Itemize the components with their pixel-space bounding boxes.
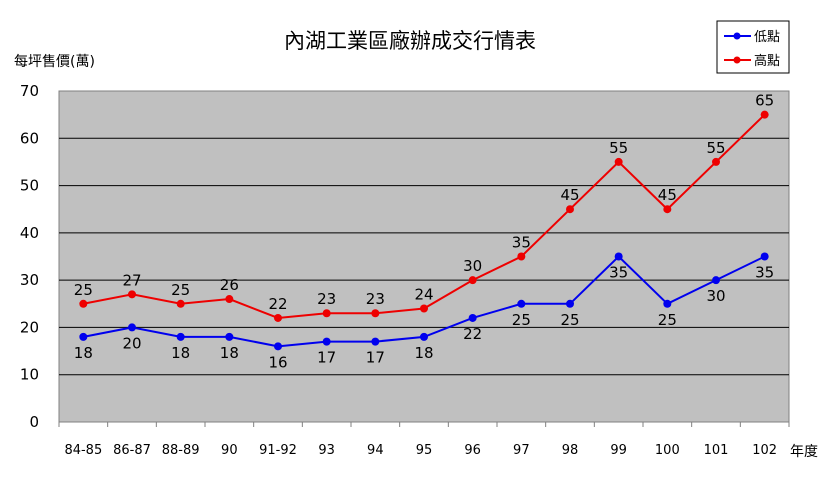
- x-tick-label: 94: [367, 443, 384, 458]
- data-label: 35: [512, 234, 531, 252]
- x-tick-label: 88-89: [162, 443, 200, 458]
- x-axis-title: 年度: [790, 444, 818, 460]
- plot-area: [58, 90, 790, 423]
- data-label: 45: [560, 186, 579, 204]
- legend-box: [716, 20, 790, 74]
- x-tick-label: 99: [610, 443, 627, 458]
- data-point: [468, 313, 477, 322]
- x-tick-label: 96: [464, 443, 481, 458]
- x-tick-label: 86-87: [113, 443, 151, 458]
- data-point: [322, 309, 331, 318]
- series-group: 18 20 18 18 16 17 17 18 22 25 25 35 25 30 35 25 27 25 26 22…: [74, 92, 774, 372]
- data-label: 18: [220, 344, 239, 362]
- data-point: [128, 290, 136, 299]
- x-tick-label: 100: [655, 443, 680, 458]
- data-label: 55: [706, 139, 725, 157]
- data-point: [712, 157, 720, 166]
- data-label: 45: [658, 186, 677, 204]
- data-point: [176, 299, 185, 308]
- x-tick-label: 95: [416, 443, 433, 458]
- legend-marker-high: [733, 56, 741, 64]
- legend-marker-low: [733, 32, 741, 40]
- y-tick-label: 70: [20, 82, 39, 100]
- y-tick-label: 40: [20, 224, 39, 242]
- y-tick-label: 10: [20, 366, 39, 384]
- data-label: 25: [560, 311, 579, 329]
- data-point: [371, 309, 380, 318]
- data-point: [176, 332, 185, 341]
- y-tick-labels: 0 10 20 30 40 50 60 70: [20, 82, 39, 431]
- data-point: [420, 304, 428, 313]
- data-label: 20: [122, 334, 141, 352]
- data-label: 22: [463, 325, 482, 343]
- data-label: 22: [268, 295, 287, 313]
- data-point: [760, 252, 769, 261]
- data-point: [760, 110, 769, 119]
- legend-label-low: 低點: [754, 30, 780, 45]
- x-tick-label: 91-92: [259, 443, 297, 458]
- x-tick-labels: 84-85 86-87 88-89 90 91-92 93 94 95 96 97 98 99 100 1…: [58, 422, 790, 458]
- x-tick-label: 84-85: [64, 443, 102, 458]
- data-label: 23: [317, 290, 336, 308]
- x-tick-label: 98: [562, 443, 579, 458]
- data-point: [566, 299, 574, 308]
- data-label: 23: [366, 290, 385, 308]
- x-tick-label: 97: [513, 443, 530, 458]
- y-tick-label: 20: [20, 318, 39, 336]
- data-point: [371, 337, 380, 346]
- legend: 低點 高點: [716, 20, 790, 74]
- data-point: [663, 299, 672, 308]
- data-point: [128, 323, 136, 332]
- y-tick-label: 30: [20, 271, 39, 289]
- y-tick-label: 60: [20, 129, 39, 147]
- data-point: [225, 295, 234, 304]
- data-label: 18: [74, 344, 93, 362]
- y-tick-label: 0: [29, 413, 39, 431]
- data-label: 25: [171, 281, 190, 299]
- data-label: 17: [366, 349, 385, 367]
- data-label: 16: [268, 353, 287, 371]
- data-point: [712, 276, 720, 285]
- y-tick-label: 50: [20, 177, 39, 195]
- data-point: [517, 299, 526, 308]
- data-point: [225, 332, 234, 341]
- x-tick-label: 102: [752, 443, 777, 458]
- gridlines: [59, 137, 789, 376]
- data-point: [663, 205, 672, 214]
- data-point: [517, 252, 526, 261]
- data-point: [468, 276, 477, 285]
- data-label: 30: [706, 287, 725, 305]
- data-label: 17: [317, 349, 336, 367]
- x-tick-label: 101: [704, 443, 729, 458]
- data-label: 27: [122, 271, 141, 289]
- data-label: 35: [755, 264, 774, 282]
- data-point: [274, 342, 282, 351]
- data-label: 26: [220, 276, 239, 294]
- data-point: [322, 337, 331, 346]
- data-point: [614, 157, 623, 166]
- data-label: 25: [512, 311, 531, 329]
- data-point: [274, 313, 282, 322]
- data-label: 25: [74, 281, 93, 299]
- legend-label-high: 高點: [754, 53, 780, 69]
- y-axis-title: 每坪售價(萬): [14, 53, 95, 70]
- x-tick-label: 90: [221, 443, 238, 458]
- data-label: 55: [609, 139, 628, 157]
- data-label: 35: [609, 264, 628, 282]
- x-tick-label: 93: [318, 443, 335, 458]
- data-label: 18: [414, 344, 433, 362]
- data-label: 25: [658, 311, 677, 329]
- chart-title: 內湖工業區廠辦成交行情表: [284, 29, 536, 53]
- data-label: 65: [755, 92, 774, 110]
- data-point: [566, 205, 574, 214]
- data-label: 18: [171, 344, 190, 362]
- data-point: [614, 252, 623, 261]
- data-point: [79, 332, 88, 341]
- data-label: 24: [414, 286, 433, 304]
- data-point: [420, 332, 428, 341]
- data-point: [79, 299, 88, 308]
- data-label: 30: [463, 257, 482, 275]
